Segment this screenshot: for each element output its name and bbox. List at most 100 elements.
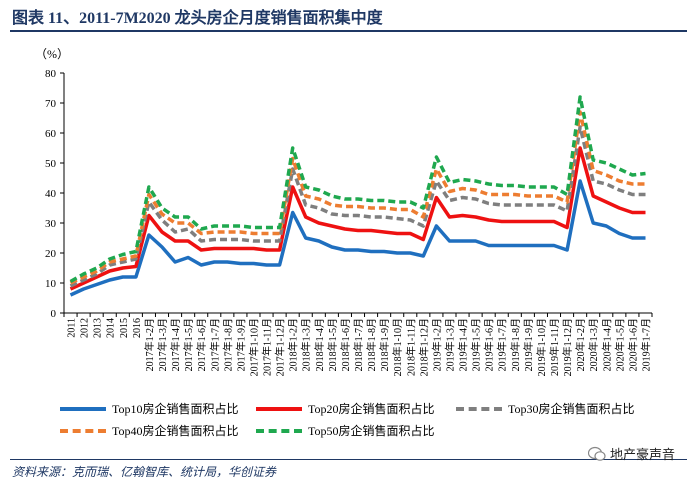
y-tick-label: 10 [45, 278, 57, 290]
data-point [148, 194, 149, 195]
footer-rule [10, 459, 687, 460]
legend-item-4: Top40房企销售面积占比 [60, 422, 239, 439]
data-point [619, 233, 620, 234]
legend-item-1: Top10房企销售面积占比 [60, 400, 239, 417]
data-point [554, 245, 555, 246]
data-point [593, 160, 594, 161]
watermark: 地产豪声音 [587, 444, 675, 463]
data-point [122, 277, 123, 278]
data-point [449, 217, 450, 218]
data-point [397, 233, 398, 234]
data-point [488, 220, 489, 221]
data-point [201, 241, 202, 242]
data-point [540, 196, 541, 197]
data-point [240, 263, 241, 264]
x-tick-label: 2017年1-12月 [274, 318, 287, 376]
data-point [344, 215, 345, 216]
legend-swatch [256, 406, 302, 411]
legend-item-5: Top50房企销售面积占比 [256, 422, 435, 439]
data-point [305, 196, 306, 197]
data-point [148, 187, 149, 188]
data-point [514, 185, 515, 186]
data-point [619, 208, 620, 209]
data-point [514, 205, 515, 206]
data-point [135, 259, 136, 260]
data-point [593, 170, 594, 171]
data-point [175, 223, 176, 224]
data-point [527, 187, 528, 188]
series-line [69, 95, 646, 284]
series-5 [69, 95, 646, 284]
y-axis-label: （%） [35, 47, 69, 61]
data-point [122, 268, 123, 269]
series-line [69, 179, 646, 297]
x-tick-label: 2017年1-8月 [221, 318, 234, 371]
series-4 [69, 110, 646, 285]
data-point [384, 208, 385, 209]
y-tick-label: 0 [51, 308, 57, 320]
data-point [266, 241, 267, 242]
data-point [358, 199, 359, 200]
x-tick-label: 2018年1-3月 [300, 318, 313, 371]
x-tick-label: 2019年1-5月 [470, 318, 483, 371]
series-line [69, 110, 646, 285]
data-point [449, 200, 450, 201]
data-point [318, 199, 319, 200]
data-point [527, 245, 528, 246]
data-point [227, 232, 228, 233]
y-tick-label: 30 [45, 218, 57, 230]
data-point [645, 173, 646, 174]
data-point [214, 226, 215, 227]
data-point [423, 208, 424, 209]
x-tick-label: 2017年1-6月 [195, 318, 208, 371]
data-point [371, 200, 372, 201]
legend-label: Top50房企销售面积占比 [308, 424, 435, 438]
x-tick-label: 2013 [93, 318, 104, 338]
series-line [69, 125, 646, 288]
data-point [410, 233, 411, 234]
data-point [606, 184, 607, 185]
legend-label: Top10房企销售面积占比 [112, 402, 239, 416]
data-point [266, 265, 267, 266]
data-point [462, 188, 463, 189]
x-tick-label: 2019年1-7月 [496, 318, 509, 371]
data-point [318, 241, 319, 242]
data-point [331, 196, 332, 197]
data-point [540, 205, 541, 206]
y-tick-label: 20 [45, 248, 57, 260]
data-point [501, 205, 502, 206]
data-point [240, 248, 241, 249]
x-tick-label: 2019年1-12月 [561, 318, 574, 376]
data-point [580, 97, 581, 98]
data-point [240, 232, 241, 233]
legend-swatch [60, 428, 106, 433]
data-point [488, 184, 489, 185]
title-rule [10, 30, 687, 32]
data-point [227, 262, 228, 263]
data-point [344, 206, 345, 207]
data-point [83, 280, 84, 281]
data-point [240, 226, 241, 227]
data-point [109, 259, 110, 260]
legend-label: Top40房企销售面积占比 [112, 424, 239, 438]
data-point [567, 211, 568, 212]
data-point [109, 262, 110, 263]
legend-label: Top20房企销售面积占比 [308, 402, 435, 416]
data-point [554, 187, 555, 188]
data-point [410, 220, 411, 221]
data-point [227, 226, 228, 227]
data-point [188, 241, 189, 242]
x-tick-label: 2020年1-3月 [587, 318, 600, 371]
data-point [344, 250, 345, 251]
data-point [449, 182, 450, 183]
data-point [423, 239, 424, 240]
data-point [148, 235, 149, 236]
data-point [122, 259, 123, 260]
data-point [266, 227, 267, 228]
data-point [253, 241, 254, 242]
data-point [96, 277, 97, 278]
x-tick-label: 2015 [119, 318, 130, 338]
data-point [593, 181, 594, 182]
data-point [436, 157, 437, 158]
x-tick-label: 2018年1-12月 [417, 318, 430, 376]
